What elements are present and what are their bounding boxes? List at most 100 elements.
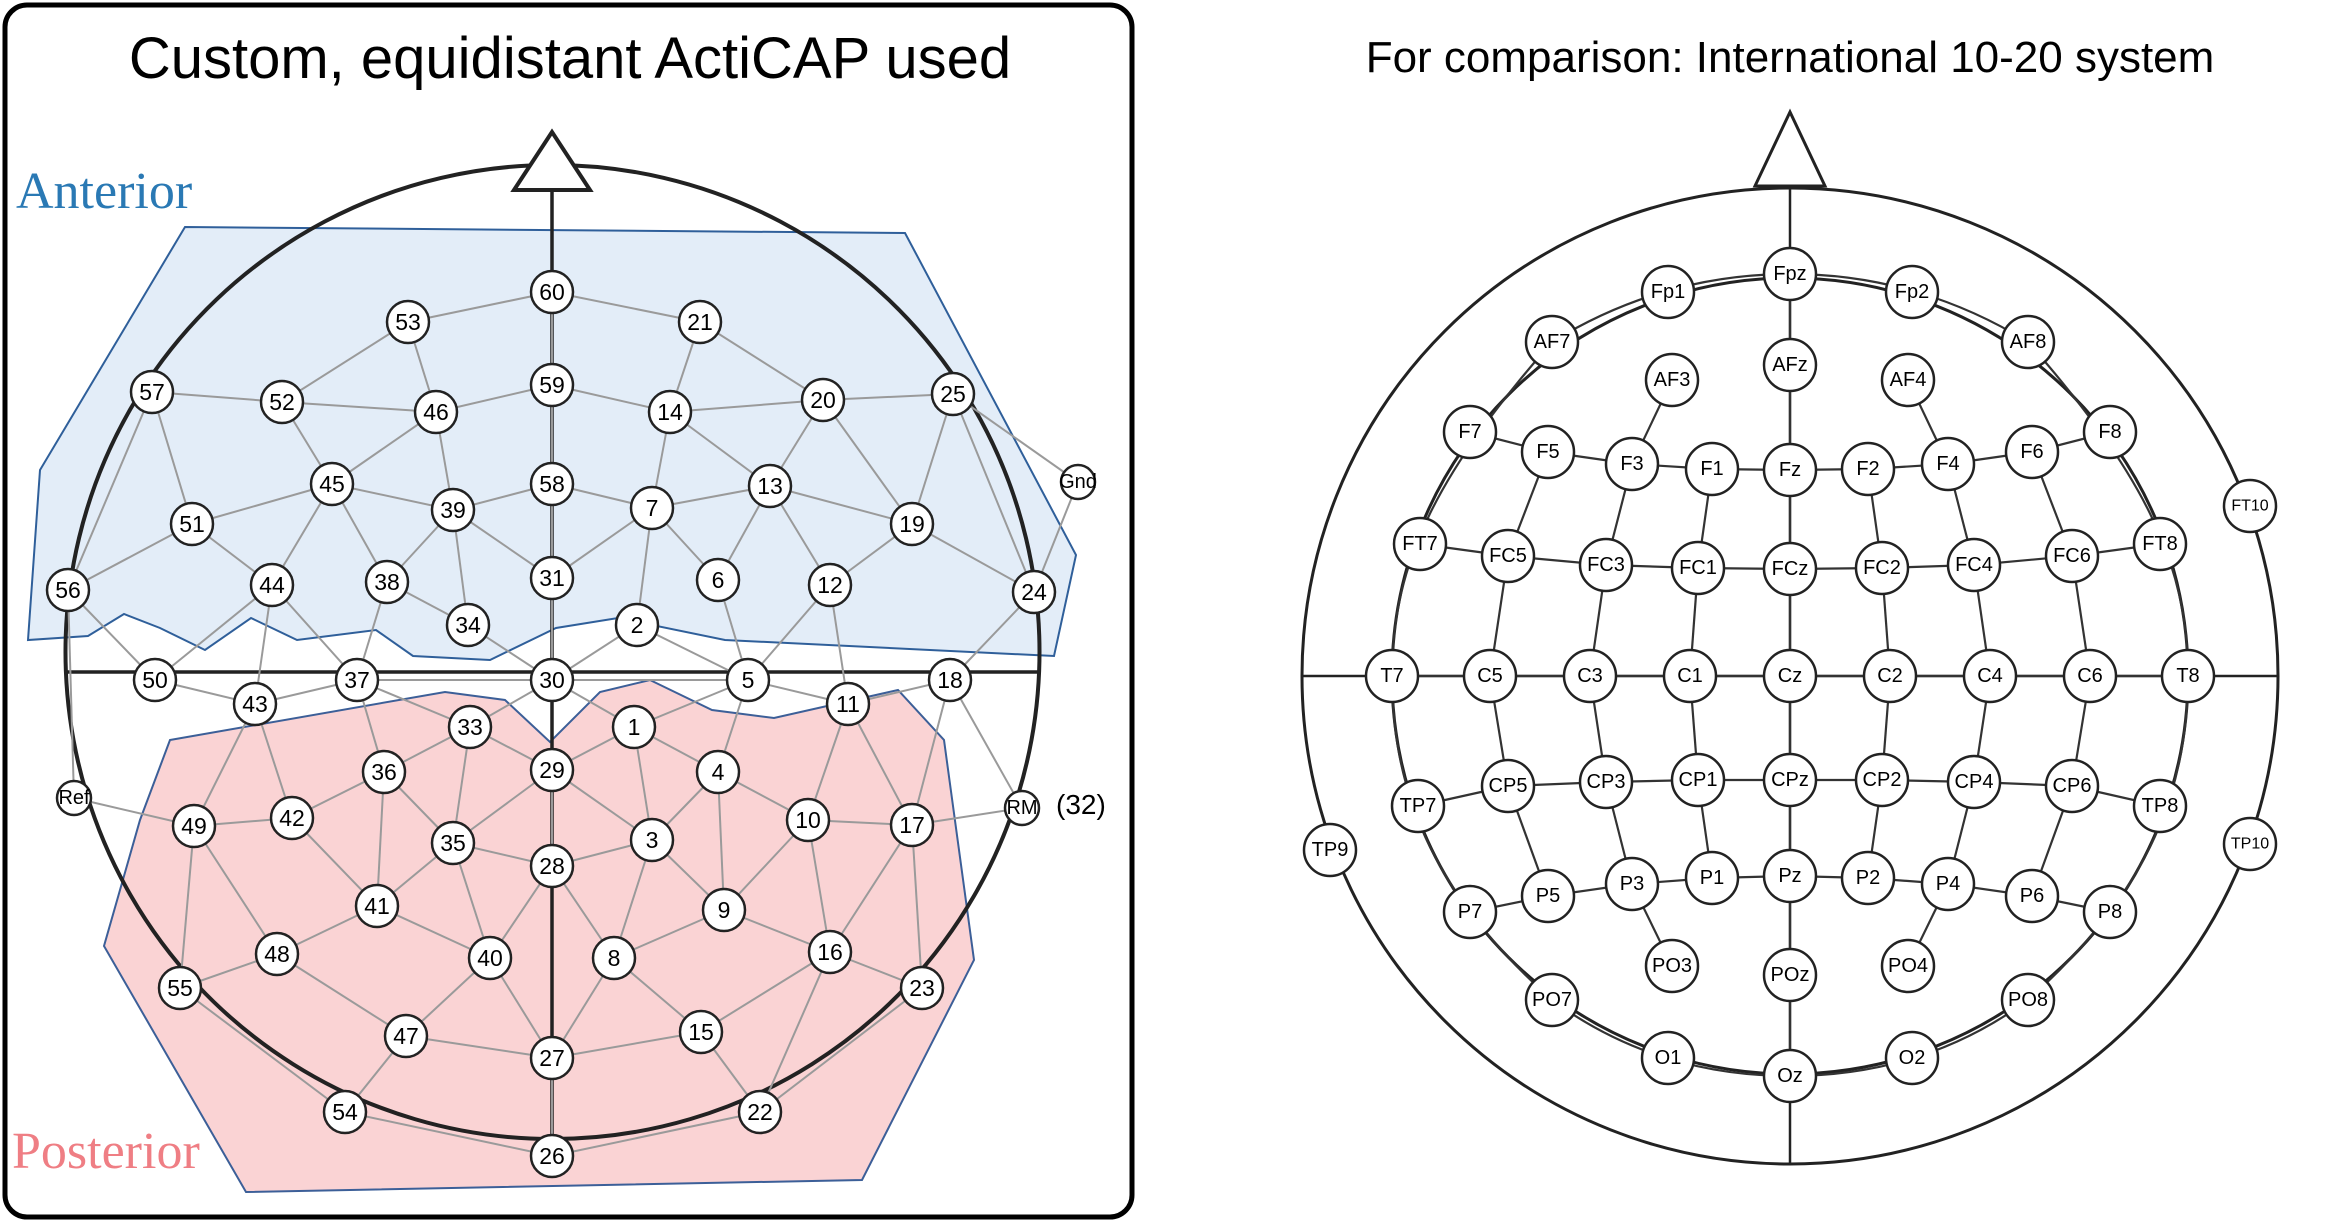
electrode-ft10: FT10 — [2222, 478, 2278, 534]
electrode-marker — [259, 379, 305, 425]
electrode-50: 50 — [132, 657, 178, 703]
electrode-marker — [1640, 1030, 1696, 1086]
electrode-13: 13 — [747, 463, 793, 509]
electrode-marker — [807, 562, 853, 608]
electrode-label: C4 — [1977, 665, 2003, 687]
electrode-58: 58 — [529, 461, 575, 507]
right-nose — [1752, 108, 1828, 188]
electrode-label: F5 — [1536, 441, 1559, 463]
electrode-p1: P1 — [1684, 850, 1740, 906]
mesh-link — [551, 1031, 702, 1059]
electrode-label: C6 — [2077, 665, 2103, 687]
mesh-link — [407, 291, 553, 323]
mesh-link — [822, 399, 913, 525]
electrode-marker — [889, 802, 935, 848]
mesh-link — [952, 393, 1035, 593]
electrode-label: CPz — [1771, 769, 1809, 791]
electrode-marker — [132, 657, 178, 703]
electrode-27: 27 — [529, 1035, 575, 1081]
mesh-link — [151, 391, 193, 525]
electrode-label: 4 — [712, 759, 725, 785]
electrode-ref: Ref — [55, 779, 93, 817]
electrode-label: AFz — [1772, 354, 1808, 376]
electrode-label: 33 — [457, 714, 483, 740]
electrode-label: 19 — [899, 511, 925, 537]
electrode-29: 29 — [529, 747, 575, 793]
electrode-21: 21 — [677, 299, 723, 345]
electrode-label: Oz — [1777, 1065, 1803, 1087]
electrode-marker — [1390, 778, 1446, 834]
electrode-label: 22 — [747, 1099, 773, 1125]
mesh-link — [717, 771, 725, 911]
electrode-marker — [1364, 648, 1420, 704]
electrode-fc2: FC2 — [1854, 540, 1910, 596]
electrode-marker — [1840, 441, 1896, 497]
electrode-t7: T7 — [1364, 648, 1420, 704]
electrode-label: POz — [1771, 964, 1810, 986]
mesh-link — [699, 321, 824, 401]
electrode-f4: F4 — [1920, 436, 1976, 492]
electrode-label: 21 — [687, 309, 713, 335]
electrode-o1: O1 — [1640, 1030, 1696, 1086]
electrode-marker — [169, 501, 215, 547]
electrode-marker — [1684, 441, 1740, 497]
electrode-marker — [2044, 528, 2100, 584]
electrode-po7: PO7 — [1524, 972, 1580, 1028]
electrode-label: F3 — [1620, 453, 1643, 475]
electrode-marker — [1442, 404, 1498, 460]
mesh-link — [67, 589, 75, 799]
electrode-label: C5 — [1477, 665, 1503, 687]
mesh-link — [847, 703, 913, 826]
electrode-2: 2 — [614, 602, 660, 648]
electrode-label: FT8 — [2142, 533, 2178, 555]
electrode-marker — [1884, 1030, 1940, 1086]
electrode-marker — [385, 299, 431, 345]
electrode-marker — [1762, 541, 1818, 597]
electrode-fc4: FC4 — [1946, 537, 2002, 593]
electrode-label: 42 — [279, 805, 305, 831]
electrode-marker — [232, 681, 278, 727]
left-nose — [510, 128, 594, 192]
electrode-fz: Fz — [1762, 442, 1818, 498]
electrode-marker — [1003, 789, 1041, 827]
electrode-37: 37 — [334, 657, 380, 703]
electrode-label: Fpz — [1773, 263, 1806, 285]
electrode-label: 48 — [264, 941, 290, 967]
electrode-label: 39 — [440, 497, 466, 523]
electrode-label: CP5 — [1489, 775, 1528, 797]
electrode-o2: O2 — [1884, 1030, 1940, 1086]
electrode-marker — [927, 657, 973, 703]
electrode-label: TP9 — [1312, 839, 1349, 861]
rm-channel-note: (32) — [1056, 789, 1106, 820]
electrode-marker — [467, 935, 513, 981]
electrode-marker — [1854, 540, 1910, 596]
electrode-label: FC1 — [1679, 557, 1717, 579]
electrode-cp5: CP5 — [1480, 758, 1536, 814]
electrode-label: CP1 — [1679, 769, 1718, 791]
electrode-label: CP4 — [1955, 771, 1994, 793]
electrode-marker — [55, 779, 93, 817]
electrode-23: 23 — [899, 965, 945, 1011]
electrode-cp4: CP4 — [1946, 754, 2002, 810]
electrode-label: PO8 — [2008, 989, 2048, 1011]
electrode-af3: AF3 — [1644, 352, 1700, 408]
electrode-marker — [1059, 463, 1097, 501]
electrode-22: 22 — [737, 1089, 783, 1135]
electrode-marker — [529, 1035, 575, 1081]
electrode-marker — [1762, 752, 1818, 808]
right-electrodes: Fpz Fp1 Fp2 AF7 AF8 AF3 AFz AF4 F7 F5 F3 F1 Fz F2 F4 F6… — [1302, 246, 2278, 1104]
electrode-label: PO7 — [1532, 989, 1572, 1011]
electrode-label: 10 — [795, 807, 821, 833]
mesh-link — [276, 953, 407, 1037]
electrode-label: Fp2 — [1895, 281, 1929, 303]
electrode-marker — [2222, 816, 2278, 872]
electrode-label: AF8 — [2010, 331, 2047, 353]
electrode-marker — [800, 377, 846, 423]
electrode-f6: F6 — [2004, 424, 2060, 480]
electrode-ft7: FT7 — [1392, 516, 1448, 572]
electrode-marker — [889, 501, 935, 547]
electrode-label: 29 — [539, 757, 565, 783]
electrode-label: 27 — [539, 1045, 565, 1071]
electrode-fp1: Fp1 — [1640, 264, 1696, 320]
